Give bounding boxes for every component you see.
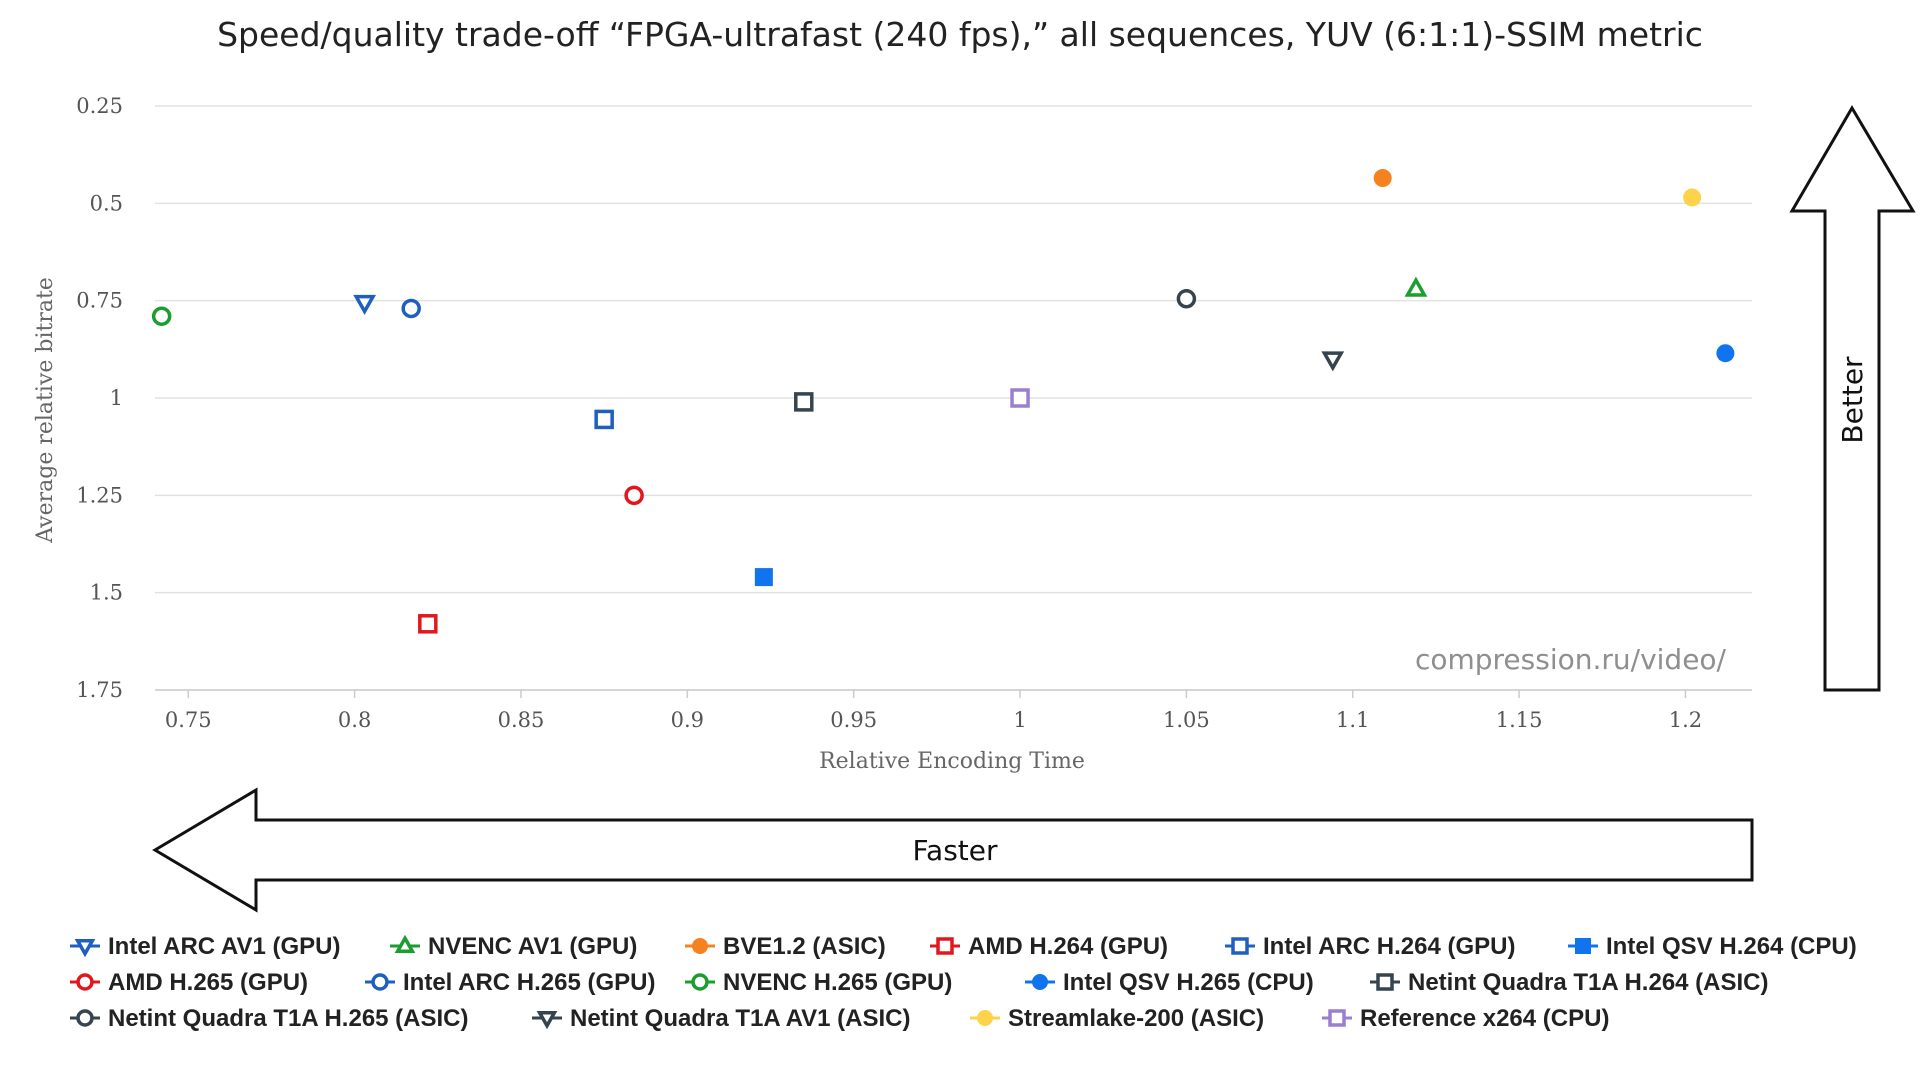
legend-symbol [76,1009,94,1027]
tick-labels: 0.25 0.5 0.75 1 1.25 1.5 1.75 0.75 0.8 0.85 0.9 0.9… [76,94,1702,732]
x-tick-label: 0.85 [498,708,545,732]
x-tick-label: 1.05 [1163,708,1210,732]
legend-symbol [691,973,709,991]
legend-item-nvenc-av1-gpu[interactable]: NVENC AV1 (GPU) [390,933,637,960]
legend-symbol [977,1010,993,1026]
legend-symbol [76,973,94,991]
y-tick-label: 1.25 [76,483,123,507]
y-tick-label: 0.5 [90,191,123,215]
data-point-bve1-2-asic [1373,169,1392,188]
data-points [151,169,1735,634]
legend-label: Intel QSV H.265 (CPU) [1063,969,1314,996]
data-point-amd-h-264-gpu [418,614,438,634]
chart-title: Speed/quality trade-off “FPGA-ultrafast … [217,15,1703,54]
data-point-intel-arc-av1-gpu [353,294,377,315]
data-point-nvenc-av1-gpu [1404,276,1428,297]
data-point-netint-quadra-t1a-av1-asic [1321,351,1345,372]
legend-item-amd-h-265-gpu[interactable]: AMD H.265 (GPU) [70,969,308,996]
legend-label: Netint Quadra T1A AV1 (ASIC) [570,1005,910,1032]
data-point-intel-qsv-h-265-cpu [1716,344,1735,363]
legend-label: Intel ARC H.264 (GPU) [1263,933,1515,960]
legend-symbol [936,937,954,955]
x-tick-label: 0.75 [165,708,212,732]
data-point-amd-h-265-gpu [624,485,644,506]
better-label: Better [1836,356,1869,444]
y-axis-label: Average relative bitrate [33,277,58,544]
legend-symbol [1231,937,1249,955]
y-tick-label: 1.5 [90,581,123,605]
x-tick-label: 0.95 [830,708,877,732]
watermark: compression.ru/video/ [1415,643,1727,676]
data-point-intel-arc-h-265-gpu [401,298,421,319]
legend-label: Netint Quadra T1A H.264 (ASIC) [1408,969,1769,996]
legend-label: NVENC H.265 (GPU) [723,969,952,996]
x-tick-label: 0.8 [338,708,371,732]
data-point-streamlake-200-asic [1683,188,1702,207]
legend-item-intel-arc-av1-gpu[interactable]: Intel ARC AV1 (GPU) [70,933,340,960]
legend-item-bve1-2-asic[interactable]: BVE1.2 (ASIC) [685,933,886,960]
gridlines [155,105,1752,698]
faster-label: Faster [913,834,998,867]
x-tick-label: 1.2 [1669,708,1702,732]
legend: Intel ARC AV1 (GPU) NVENC AV1 (GPU) BVE1.2… [70,933,1857,1032]
data-point-netint-quadra-t1a-h-265-asic [1176,288,1197,309]
legend-item-streamlake-200-asic[interactable]: Streamlake-200 (ASIC) [970,1005,1264,1032]
data-point-intel-qsv-h-264-cpu [754,568,773,587]
legend-label: Netint Quadra T1A H.265 (ASIC) [108,1005,469,1032]
x-tick-label: 1.1 [1336,708,1369,732]
legend-item-intel-arc-h-265-gpu[interactable]: Intel ARC H.265 (GPU) [365,969,655,996]
legend-item-intel-qsv-h-264-cpu[interactable]: Intel QSV H.264 (CPU) [1568,933,1857,960]
x-axis-label: Relative Encoding Time [819,749,1085,774]
y-tick-label: 1.75 [76,678,123,702]
legend-symbol [1328,1009,1346,1027]
legend-item-intel-qsv-h-265-cpu[interactable]: Intel QSV H.265 (CPU) [1025,969,1314,996]
legend-symbol [74,939,96,958]
legend-symbol [1575,938,1591,954]
data-point-nvenc-h-265-gpu [151,306,172,326]
legend-item-nvenc-h-265-gpu[interactable]: NVENC H.265 (GPU) [685,969,952,996]
legend-item-netint-quadra-t1a-av1-asic[interactable]: Netint Quadra T1A AV1 (ASIC) [532,1005,910,1032]
y-tick-label: 1 [110,386,123,410]
legend-label: BVE1.2 (ASIC) [723,933,886,960]
data-point-intel-arc-h-264-gpu [594,409,614,430]
legend-symbol [1032,974,1048,990]
legend-label: AMD H.264 (GPU) [968,933,1168,960]
legend-label: Intel ARC AV1 (GPU) [108,933,340,960]
data-point-netint-quadra-t1a-h-264-asic [794,392,814,412]
up-arrow-shape [1789,105,1916,692]
legend-symbol [692,938,708,954]
legend-label: Reference x264 (CPU) [1360,1005,1609,1032]
legend-item-amd-h-264-gpu[interactable]: AMD H.264 (GPU) [930,933,1168,960]
x-tick-label: 1 [1013,708,1026,732]
legend-symbol [1376,973,1394,991]
data-point-reference-x264-cpu [1010,388,1030,408]
y-tick-label: 0.75 [76,289,123,313]
better-arrow: Better [1789,105,1916,692]
faster-arrow: Faster [152,787,1754,913]
legend-label: Intel ARC H.265 (GPU) [403,969,655,996]
legend-item-netint-quadra-t1a-h-264-asic[interactable]: Netint Quadra T1A H.264 (ASIC) [1370,969,1769,996]
legend-symbol [536,1011,558,1030]
left-arrow-shape [152,787,1754,913]
legend-item-intel-arc-h-264-gpu[interactable]: Intel ARC H.264 (GPU) [1225,933,1515,960]
legend-label: Streamlake-200 (ASIC) [1008,1005,1264,1032]
x-tick-label: 1.15 [1496,708,1543,732]
legend-label: AMD H.265 (GPU) [108,969,308,996]
legend-symbol [371,973,389,991]
legend-label: NVENC AV1 (GPU) [428,933,637,960]
legend-item-reference-x264-cpu[interactable]: Reference x264 (CPU) [1322,1005,1609,1032]
legend-symbol [394,934,416,953]
y-tick-label: 0.25 [76,94,123,118]
legend-label: Intel QSV H.264 (CPU) [1606,933,1857,960]
x-tick-label: 0.9 [671,708,704,732]
legend-item-netint-quadra-t1a-h-265-asic[interactable]: Netint Quadra T1A H.265 (ASIC) [70,1005,469,1032]
